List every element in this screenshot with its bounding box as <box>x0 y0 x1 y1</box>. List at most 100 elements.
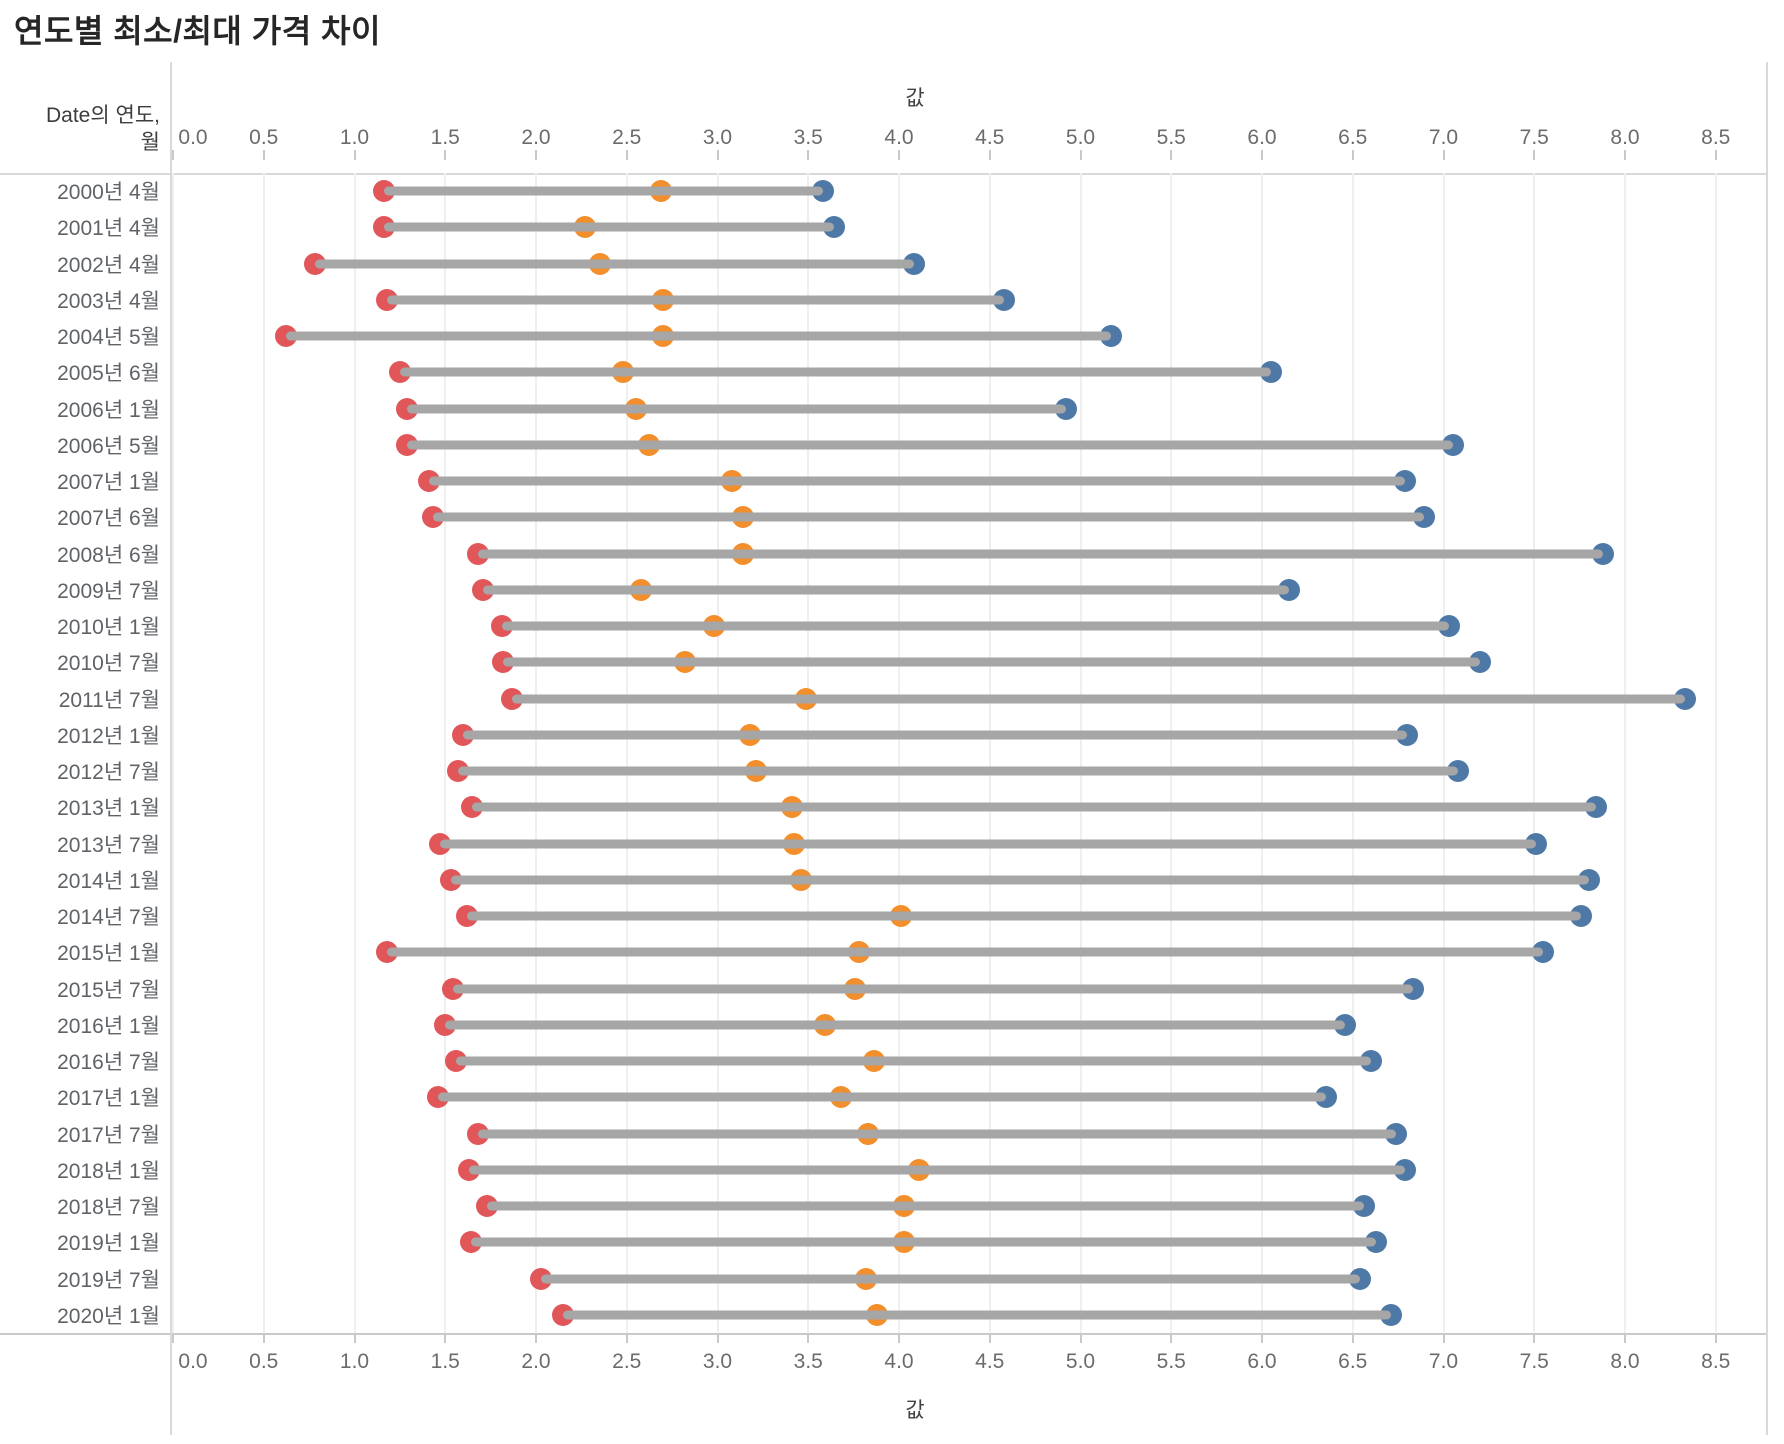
max-dot[interactable] <box>1334 1013 1357 1036</box>
range-line[interactable] <box>477 1129 1397 1139</box>
max-dot[interactable] <box>1592 542 1615 565</box>
data-row: 2015년 1월 <box>0 934 1767 970</box>
range-line[interactable] <box>445 1020 1346 1030</box>
range-line[interactable] <box>399 367 1272 377</box>
max-dot[interactable] <box>822 216 845 239</box>
tick-mark <box>1714 150 1717 160</box>
max-dot[interactable] <box>1441 433 1464 456</box>
row-label: 2011년 7월 <box>58 688 160 712</box>
tick-mark <box>535 1335 537 1343</box>
range-line[interactable] <box>432 512 1424 522</box>
row-label: 2008년 6월 <box>57 543 160 567</box>
row-axis-header-line1: Date의 연도, <box>46 104 160 127</box>
range-line[interactable] <box>452 984 1413 994</box>
max-dot[interactable] <box>1396 723 1419 746</box>
max-dot[interactable] <box>902 252 925 275</box>
row-label: 2002년 4월 <box>57 253 160 277</box>
tick-mark <box>1261 150 1263 160</box>
row-label: 2014년 1월 <box>57 869 160 893</box>
tick-mark <box>262 150 265 160</box>
tick-mark <box>1533 150 1536 160</box>
range-line[interactable] <box>285 331 1112 341</box>
max-dot[interactable] <box>1365 1231 1388 1254</box>
max-dot[interactable] <box>1352 1195 1375 1218</box>
range-line[interactable] <box>563 1310 1391 1320</box>
range-line[interactable] <box>467 911 1582 921</box>
max-dot[interactable] <box>1577 868 1600 891</box>
row-label: 2013년 7월 <box>57 833 160 857</box>
tick-mark <box>807 150 810 160</box>
max-dot[interactable] <box>1401 977 1424 1000</box>
max-dot[interactable] <box>1584 796 1607 819</box>
max-dot[interactable] <box>1054 397 1077 420</box>
range-line[interactable] <box>407 404 1066 414</box>
range-line[interactable] <box>387 295 1005 305</box>
max-dot[interactable] <box>1673 687 1696 710</box>
max-dot[interactable] <box>1100 325 1123 348</box>
tick-mark <box>1442 1335 1445 1343</box>
row-label: 2017년 1월 <box>57 1087 160 1111</box>
data-row: 2002년 4월 <box>0 246 1767 282</box>
range-line[interactable] <box>437 1092 1326 1102</box>
tick-label: 5.5 <box>1156 1350 1186 1373</box>
gridline <box>1533 173 1536 1333</box>
range-line[interactable] <box>450 875 1589 885</box>
range-line[interactable] <box>383 186 823 196</box>
max-dot[interactable] <box>1394 470 1417 493</box>
tick-mark <box>1624 1335 1626 1343</box>
plot-area: 2000년 4월 2001년 4월 2002년 4월 2003년 4월 2004년 5월… <box>0 173 1767 1333</box>
range-line[interactable] <box>486 1201 1364 1211</box>
max-dot[interactable] <box>1412 506 1435 529</box>
max-dot[interactable] <box>1385 1122 1408 1145</box>
row-label: 2016년 7월 <box>57 1051 160 1075</box>
max-dot[interactable] <box>1525 832 1548 855</box>
max-dot[interactable] <box>1349 1267 1371 1290</box>
data-row: 2015년 7월 <box>0 971 1767 1007</box>
data-row: 2018년 1월 <box>0 1152 1767 1188</box>
max-dot[interactable] <box>1278 578 1301 601</box>
max-dot[interactable] <box>1468 651 1491 674</box>
max-dot[interactable] <box>1437 615 1460 638</box>
max-dot[interactable] <box>811 180 834 203</box>
gridline <box>535 173 537 1333</box>
range-line[interactable] <box>468 1165 1406 1175</box>
range-line[interactable] <box>428 476 1406 486</box>
data-row: 2012년 1월 <box>0 717 1767 753</box>
gridline <box>172 173 174 1333</box>
max-dot[interactable] <box>1260 361 1283 384</box>
range-line[interactable] <box>439 839 1537 849</box>
tick-mark <box>172 1335 174 1343</box>
range-line[interactable] <box>483 585 1290 595</box>
max-dot[interactable] <box>1394 1158 1417 1181</box>
max-dot[interactable] <box>1570 905 1593 928</box>
tick-label: 7.5 <box>1519 1350 1549 1373</box>
range-line[interactable] <box>383 222 834 232</box>
max-dot[interactable] <box>1314 1086 1337 1109</box>
range-line[interactable] <box>456 1056 1371 1066</box>
max-dot[interactable] <box>993 288 1016 311</box>
range-line[interactable] <box>314 259 914 269</box>
tick-mark <box>716 150 719 160</box>
range-line[interactable] <box>472 802 1596 812</box>
data-row: 2019년 7월 <box>0 1261 1767 1297</box>
max-dot[interactable] <box>1532 941 1555 964</box>
range-line[interactable] <box>407 440 1453 450</box>
row-label: 2020년 1월 <box>57 1304 160 1328</box>
range-line[interactable] <box>387 947 1544 957</box>
tick-label: 5.5 <box>1156 126 1186 149</box>
gridline <box>1714 173 1717 1333</box>
max-dot[interactable] <box>1447 760 1470 783</box>
tick-mark <box>1261 1335 1263 1343</box>
max-dot[interactable] <box>1359 1050 1382 1073</box>
gridline <box>1079 173 1082 1333</box>
range-line[interactable] <box>512 694 1685 704</box>
range-line[interactable] <box>477 549 1604 559</box>
range-line[interactable] <box>503 657 1480 667</box>
range-line[interactable] <box>501 621 1449 631</box>
max-dot[interactable] <box>1379 1303 1402 1326</box>
range-line[interactable] <box>457 766 1459 776</box>
range-line[interactable] <box>541 1274 1360 1284</box>
range-line[interactable] <box>463 730 1408 740</box>
range-line[interactable] <box>470 1237 1377 1247</box>
data-row: 2017년 7월 <box>0 1116 1767 1152</box>
